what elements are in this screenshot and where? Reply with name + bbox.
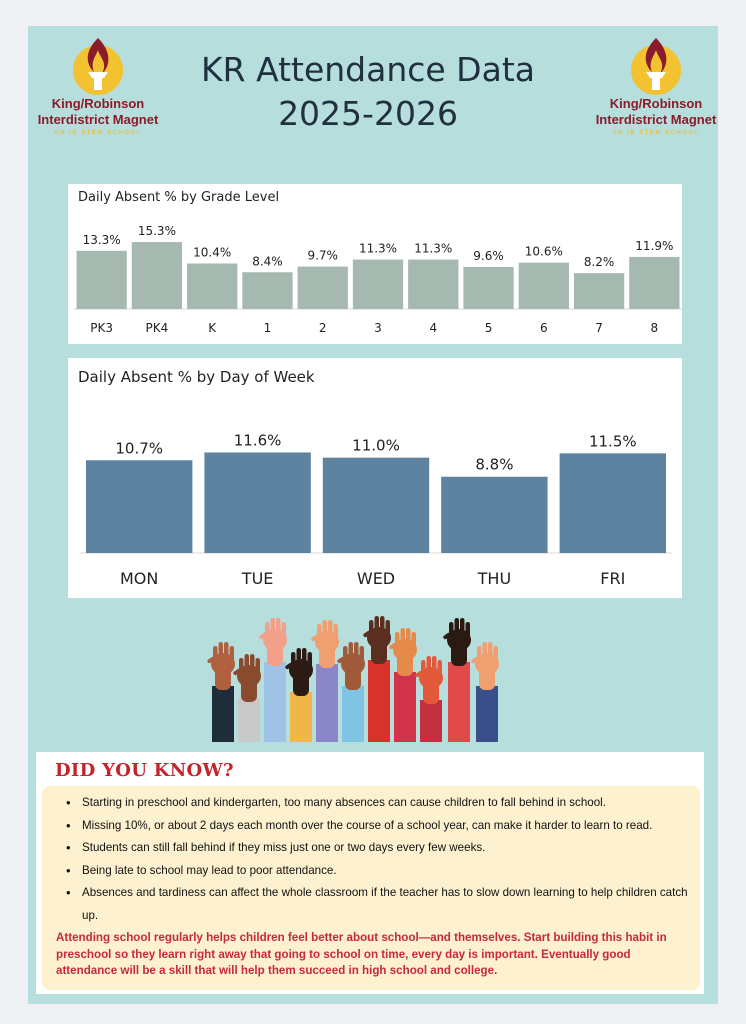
bar [573,273,625,309]
page-title-line2: 2025-2026 [278,94,458,133]
bar-value-label: 9.7% [307,249,338,263]
grade-level-bar-chart: 13.3% PK3 15.3% PK4 10.4% K 8.4% 1 9.7% 2 11.3% 3 11… [74,224,682,335]
bar [322,457,430,553]
category-tick-label: WED [357,569,395,588]
facts-list: Starting in preschool and kindergarten, … [60,792,690,927]
closing-message: Attending school regularly helps childre… [56,931,667,977]
category-tick-label: 7 [595,321,603,335]
bar [242,272,293,309]
bar [76,250,127,309]
bar [204,452,311,553]
bar-value-label: 11.3% [414,242,452,256]
category-tick-label: 6 [540,321,548,335]
raised-hand-icon [207,642,235,742]
fact-item: Absences and tardiness can affect the wh… [60,882,690,927]
bar-value-label: 13.3% [83,233,121,247]
logo-tagline: AN IB STEM SCHOOL [612,130,700,136]
category-tick-label: THU [477,569,512,588]
torch-logo-icon [73,38,123,95]
fact-item: Starting in preschool and kindergarten, … [60,792,690,815]
bar-value-label: 10.7% [115,439,163,457]
bar-value-label: 11.9% [635,239,673,253]
bar-value-label: 9.6% [473,249,504,263]
fact-item: Missing 10%, or about 2 days each month … [60,815,690,838]
torch-logo-icon [631,38,681,95]
raised-hand-icon [415,656,443,742]
raised-hand-icon [363,616,391,742]
bar-value-label: 10.4% [193,246,231,260]
bar-value-label: 11.5% [589,432,637,450]
grade-chart-title: Daily Absent % by Grade Level [78,190,280,205]
fact-item: Being late to school may lead to poor at… [60,860,690,883]
bar [352,259,404,309]
category-tick-label: 1 [264,321,272,335]
raised-hand-icon [233,654,261,742]
category-tick-label: 8 [651,321,659,335]
did-you-know-box: Starting in preschool and kindergarten, … [42,786,700,990]
raised-hand-icon [259,618,287,742]
bar [187,263,238,309]
bar-value-label: 8.2% [584,255,615,269]
bar [297,266,348,309]
category-tick-label: K [208,321,217,335]
bar [408,259,459,309]
logo-name-line1: King/Robinson [51,96,145,111]
category-tick-label: 5 [485,321,493,335]
did-you-know-title: DID YOU KNOW? [55,760,234,781]
raised-hand-icon [285,648,313,742]
category-tick-label: 2 [319,321,327,335]
page-title-line1: KR Attendance Data [201,50,535,89]
attendance-poster: King/Robinson Interdistrict Magnet AN IB… [28,26,718,1004]
bar [131,242,183,309]
category-tick-label: PK4 [146,321,169,335]
raised-hand-icon [471,642,499,742]
raised-hand-icon [337,642,365,742]
bar-value-label: 11.0% [352,437,400,455]
category-tick-label: FRI [600,569,625,588]
raised-hands-illustration [207,616,499,742]
category-tick-label: TUE [241,569,274,588]
bar [559,453,666,553]
grade-level-chart-panel: Daily Absent % by Grade Level 13.3% PK3 15… [68,184,682,344]
school-logo-left: King/Robinson Interdistrict Magnet AN IB… [28,34,168,136]
bar [629,256,680,309]
category-tick-label: MON [120,569,158,588]
bar [463,267,514,309]
logo-name-line2: Interdistrict Magnet [595,112,717,127]
logo-tagline: AN IB STEM SCHOOL [54,130,142,136]
logo-name-line2: Interdistrict Magnet [37,112,159,127]
bar [86,460,193,553]
day-of-week-chart-panel: Daily Absent % by Day of Week 10.7% MON 11… [68,358,682,598]
school-logo-right: King/Robinson Interdistrict Magnet AN IB… [586,34,726,136]
bar-value-label: 11.6% [234,431,282,449]
category-tick-label: PK3 [90,321,113,335]
bar-value-label: 10.6% [525,245,563,259]
day-chart-title: Daily Absent % by Day of Week [78,368,315,386]
bar-value-label: 15.3% [138,224,176,238]
bar-value-label: 11.3% [359,242,397,256]
bar-value-label: 8.4% [252,254,282,268]
raised-hand-icon [389,628,417,742]
bar [441,476,548,553]
page-title: KR Attendance Data 2025-2026 [178,48,558,136]
category-tick-label: 4 [429,321,437,335]
category-tick-label: 3 [374,321,382,335]
logo-name-line1: King/Robinson [609,96,703,111]
raised-hand-icon [443,618,471,742]
day-of-week-bar-chart: 10.7% MON 11.6% TUE 11.0% WED 8.8% THU 11.5% FRI [80,431,672,588]
bar-value-label: 8.8% [475,456,513,474]
bar [518,262,569,309]
raised-hand-icon [311,620,339,742]
fact-item: Students can still fall behind if they m… [60,837,690,860]
did-you-know-section: DID YOU KNOW? Starting in preschool and … [36,752,704,994]
